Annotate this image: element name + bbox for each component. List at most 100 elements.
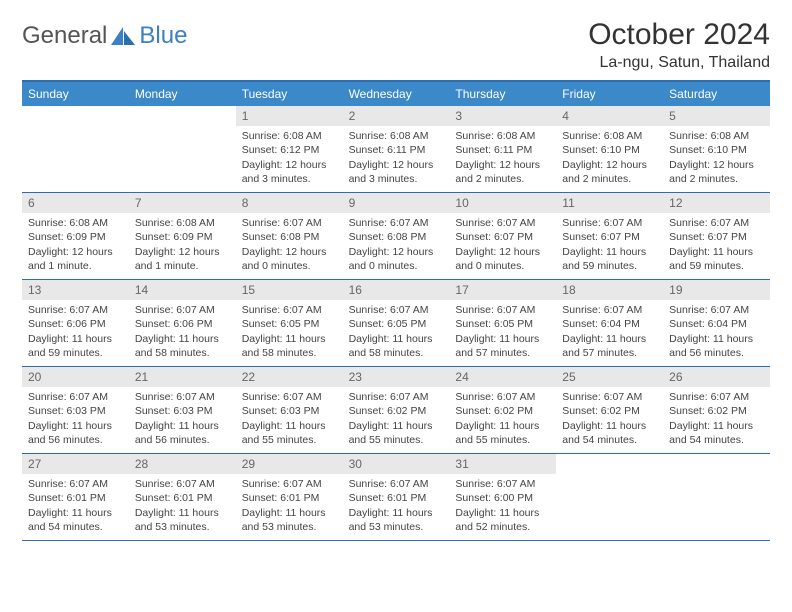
day-number: 6 — [22, 193, 129, 213]
day-number: 20 — [22, 367, 129, 387]
day-header-cell: Wednesday — [343, 82, 450, 106]
day-number: 7 — [129, 193, 236, 213]
week-row: 1Sunrise: 6:08 AMSunset: 6:12 PMDaylight… — [22, 106, 770, 193]
day-details: Sunrise: 6:07 AMSunset: 6:08 PMDaylight:… — [236, 213, 343, 279]
day-number: 2 — [343, 106, 450, 126]
day-details: Sunrise: 6:08 AMSunset: 6:09 PMDaylight:… — [129, 213, 236, 279]
day-details: Sunrise: 6:08 AMSunset: 6:11 PMDaylight:… — [343, 126, 450, 192]
day-cell: 6Sunrise: 6:08 AMSunset: 6:09 PMDaylight… — [22, 193, 129, 279]
day-details: Sunrise: 6:07 AMSunset: 6:00 PMDaylight:… — [449, 474, 556, 540]
day-number: 26 — [663, 367, 770, 387]
day-header-row: SundayMondayTuesdayWednesdayThursdayFrid… — [22, 82, 770, 106]
day-number: 23 — [343, 367, 450, 387]
day-cell — [663, 454, 770, 540]
day-cell: 29Sunrise: 6:07 AMSunset: 6:01 PMDayligh… — [236, 454, 343, 540]
day-header-cell: Sunday — [22, 82, 129, 106]
day-header-cell: Thursday — [449, 82, 556, 106]
day-cell: 12Sunrise: 6:07 AMSunset: 6:07 PMDayligh… — [663, 193, 770, 279]
day-number: 29 — [236, 454, 343, 474]
day-number: 3 — [449, 106, 556, 126]
day-number: 14 — [129, 280, 236, 300]
day-number — [663, 454, 770, 458]
day-cell — [22, 106, 129, 192]
day-details: Sunrise: 6:07 AMSunset: 6:07 PMDaylight:… — [449, 213, 556, 279]
day-cell: 30Sunrise: 6:07 AMSunset: 6:01 PMDayligh… — [343, 454, 450, 540]
day-details: Sunrise: 6:08 AMSunset: 6:10 PMDaylight:… — [663, 126, 770, 192]
week-row: 13Sunrise: 6:07 AMSunset: 6:06 PMDayligh… — [22, 280, 770, 367]
logo-text-general: General — [22, 22, 107, 50]
header: General Blue October 2024 La-ngu, Satun,… — [22, 18, 770, 72]
day-cell: 13Sunrise: 6:07 AMSunset: 6:06 PMDayligh… — [22, 280, 129, 366]
day-details: Sunrise: 6:07 AMSunset: 6:06 PMDaylight:… — [22, 300, 129, 366]
day-cell: 4Sunrise: 6:08 AMSunset: 6:10 PMDaylight… — [556, 106, 663, 192]
day-details: Sunrise: 6:07 AMSunset: 6:05 PMDaylight:… — [449, 300, 556, 366]
calendar: SundayMondayTuesdayWednesdayThursdayFrid… — [22, 80, 770, 541]
day-cell: 25Sunrise: 6:07 AMSunset: 6:02 PMDayligh… — [556, 367, 663, 453]
day-cell: 18Sunrise: 6:07 AMSunset: 6:04 PMDayligh… — [556, 280, 663, 366]
day-number: 13 — [22, 280, 129, 300]
day-details: Sunrise: 6:08 AMSunset: 6:09 PMDaylight:… — [22, 213, 129, 279]
week-row: 20Sunrise: 6:07 AMSunset: 6:03 PMDayligh… — [22, 367, 770, 454]
day-header-cell: Friday — [556, 82, 663, 106]
day-number — [556, 454, 663, 458]
day-cell: 15Sunrise: 6:07 AMSunset: 6:05 PMDayligh… — [236, 280, 343, 366]
day-cell: 3Sunrise: 6:08 AMSunset: 6:11 PMDaylight… — [449, 106, 556, 192]
day-details: Sunrise: 6:07 AMSunset: 6:04 PMDaylight:… — [663, 300, 770, 366]
day-details: Sunrise: 6:07 AMSunset: 6:01 PMDaylight:… — [343, 474, 450, 540]
day-number: 15 — [236, 280, 343, 300]
day-cell: 2Sunrise: 6:08 AMSunset: 6:11 PMDaylight… — [343, 106, 450, 192]
day-details: Sunrise: 6:07 AMSunset: 6:07 PMDaylight:… — [663, 213, 770, 279]
day-cell: 16Sunrise: 6:07 AMSunset: 6:05 PMDayligh… — [343, 280, 450, 366]
day-number — [22, 106, 129, 110]
day-number: 16 — [343, 280, 450, 300]
day-number: 9 — [343, 193, 450, 213]
logo: General Blue — [22, 18, 187, 50]
day-details: Sunrise: 6:07 AMSunset: 6:05 PMDaylight:… — [343, 300, 450, 366]
day-details: Sunrise: 6:07 AMSunset: 6:01 PMDaylight:… — [22, 474, 129, 540]
day-number: 4 — [556, 106, 663, 126]
day-number: 11 — [556, 193, 663, 213]
day-number: 28 — [129, 454, 236, 474]
day-details: Sunrise: 6:07 AMSunset: 6:02 PMDaylight:… — [343, 387, 450, 453]
day-header-cell: Monday — [129, 82, 236, 106]
day-cell: 11Sunrise: 6:07 AMSunset: 6:07 PMDayligh… — [556, 193, 663, 279]
day-cell: 21Sunrise: 6:07 AMSunset: 6:03 PMDayligh… — [129, 367, 236, 453]
month-title: October 2024 — [588, 18, 770, 52]
day-details: Sunrise: 6:07 AMSunset: 6:01 PMDaylight:… — [129, 474, 236, 540]
day-number: 19 — [663, 280, 770, 300]
day-number: 31 — [449, 454, 556, 474]
logo-sail-icon — [109, 25, 137, 47]
week-row: 6Sunrise: 6:08 AMSunset: 6:09 PMDaylight… — [22, 193, 770, 280]
day-cell: 27Sunrise: 6:07 AMSunset: 6:01 PMDayligh… — [22, 454, 129, 540]
day-details: Sunrise: 6:07 AMSunset: 6:07 PMDaylight:… — [556, 213, 663, 279]
day-number: 25 — [556, 367, 663, 387]
day-cell: 7Sunrise: 6:08 AMSunset: 6:09 PMDaylight… — [129, 193, 236, 279]
day-number: 10 — [449, 193, 556, 213]
day-number: 30 — [343, 454, 450, 474]
day-cell: 31Sunrise: 6:07 AMSunset: 6:00 PMDayligh… — [449, 454, 556, 540]
day-cell: 23Sunrise: 6:07 AMSunset: 6:02 PMDayligh… — [343, 367, 450, 453]
day-number: 1 — [236, 106, 343, 126]
day-details: Sunrise: 6:07 AMSunset: 6:04 PMDaylight:… — [556, 300, 663, 366]
day-cell: 10Sunrise: 6:07 AMSunset: 6:07 PMDayligh… — [449, 193, 556, 279]
day-number: 8 — [236, 193, 343, 213]
day-cell: 1Sunrise: 6:08 AMSunset: 6:12 PMDaylight… — [236, 106, 343, 192]
day-cell: 26Sunrise: 6:07 AMSunset: 6:02 PMDayligh… — [663, 367, 770, 453]
week-row: 27Sunrise: 6:07 AMSunset: 6:01 PMDayligh… — [22, 454, 770, 541]
day-details: Sunrise: 6:07 AMSunset: 6:03 PMDaylight:… — [129, 387, 236, 453]
day-cell: 20Sunrise: 6:07 AMSunset: 6:03 PMDayligh… — [22, 367, 129, 453]
day-number: 5 — [663, 106, 770, 126]
day-details: Sunrise: 6:07 AMSunset: 6:06 PMDaylight:… — [129, 300, 236, 366]
location: La-ngu, Satun, Thailand — [588, 54, 770, 72]
title-block: October 2024 La-ngu, Satun, Thailand — [588, 18, 770, 72]
logo-text-blue: Blue — [139, 22, 187, 50]
day-number: 17 — [449, 280, 556, 300]
day-number: 21 — [129, 367, 236, 387]
day-details: Sunrise: 6:07 AMSunset: 6:03 PMDaylight:… — [236, 387, 343, 453]
day-number: 27 — [22, 454, 129, 474]
day-details: Sunrise: 6:08 AMSunset: 6:11 PMDaylight:… — [449, 126, 556, 192]
day-details: Sunrise: 6:07 AMSunset: 6:08 PMDaylight:… — [343, 213, 450, 279]
day-cell: 28Sunrise: 6:07 AMSunset: 6:01 PMDayligh… — [129, 454, 236, 540]
day-number: 24 — [449, 367, 556, 387]
day-cell: 19Sunrise: 6:07 AMSunset: 6:04 PMDayligh… — [663, 280, 770, 366]
